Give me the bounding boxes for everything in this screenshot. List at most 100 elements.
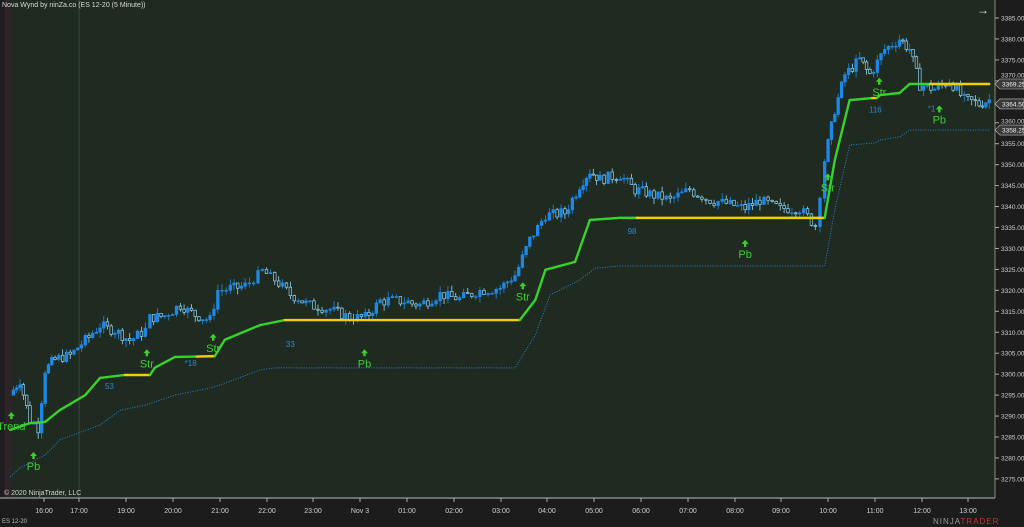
x-tick-label: 13:00 [959, 508, 977, 515]
candle-body [858, 57, 862, 60]
candle-body [87, 335, 91, 338]
candle-body [591, 173, 595, 176]
candle [18, 379, 22, 392]
candle [61, 349, 65, 364]
candle [288, 281, 293, 300]
candle-body [980, 105, 985, 108]
candle [547, 208, 551, 221]
candle [708, 199, 712, 205]
candle-body [528, 236, 532, 247]
count-label: 53 [105, 382, 114, 391]
y-tick-label: 3380.00 [1001, 36, 1024, 43]
candle-body [901, 39, 905, 42]
candle-body [462, 292, 466, 299]
candle [450, 285, 454, 297]
signal-label: Str [821, 182, 835, 194]
candle-body [236, 282, 240, 289]
candle-body [782, 205, 786, 209]
candle [264, 267, 269, 274]
candle-body [644, 186, 648, 197]
candle-body [128, 338, 132, 341]
candle-body [570, 197, 574, 211]
price-tag-box [994, 98, 1024, 110]
candle [159, 313, 163, 319]
candle [614, 177, 618, 184]
candle [551, 204, 555, 219]
trend-line-up-segment [148, 366, 156, 377]
candle [790, 207, 794, 218]
candle [280, 279, 285, 289]
candle [426, 297, 430, 309]
candle-body [247, 282, 252, 285]
trend-line-up-segment [848, 96, 874, 102]
candle [720, 193, 724, 204]
candle [847, 63, 851, 79]
candle-body [868, 68, 872, 74]
candle [798, 210, 802, 217]
x-tick-label: 10:00 [819, 508, 837, 515]
candle-body [977, 100, 981, 107]
candle-body [664, 195, 668, 200]
candle-body [197, 316, 201, 322]
candle-body [798, 212, 802, 215]
candle [292, 294, 296, 304]
arrow-right-icon[interactable]: → [977, 3, 989, 17]
trend-line-up-segment [153, 355, 177, 370]
y-tick-label: 3290.00 [1001, 414, 1024, 421]
candle [256, 266, 260, 284]
candle [336, 302, 340, 311]
candle [57, 353, 61, 362]
candle-body [256, 270, 260, 284]
candle [462, 288, 466, 299]
signal-label: Str [140, 358, 154, 370]
candle [398, 296, 403, 307]
candle-body [502, 282, 506, 289]
candle [79, 340, 84, 353]
candle-body [124, 338, 128, 341]
x-tick-label: 09:00 [772, 508, 790, 515]
candle-body [113, 332, 117, 335]
candle [566, 204, 571, 218]
candle-body [766, 196, 770, 201]
candle [152, 314, 156, 326]
candle-body [684, 188, 688, 193]
y-tick-label: 3320.00 [1001, 288, 1024, 295]
candle [656, 191, 660, 201]
candle-body [264, 269, 269, 274]
candle-body [268, 272, 273, 274]
candle [901, 38, 905, 44]
candle [324, 308, 328, 317]
candle [640, 181, 645, 190]
candle [498, 285, 502, 295]
candle-body [633, 184, 637, 195]
plot-area[interactable] [0, 0, 995, 498]
instrument-label: ES 12-20 [2, 519, 28, 525]
candle [980, 100, 985, 109]
x-tick-label: 07:00 [679, 508, 697, 515]
candle [273, 271, 277, 286]
candle-body [148, 314, 152, 329]
candle [871, 70, 876, 78]
candle [854, 54, 858, 78]
signal-label: Pb [358, 358, 371, 370]
candle [64, 349, 69, 364]
trend-line-up-segment [98, 373, 127, 380]
candle-body [430, 303, 434, 307]
candle-body [883, 49, 887, 54]
candle-body [324, 309, 328, 313]
candle-body [288, 286, 293, 296]
x-tick-label: 06:00 [632, 508, 650, 515]
candle [818, 196, 822, 233]
candle-body [414, 303, 418, 307]
candle-body [371, 313, 375, 316]
candle [668, 192, 672, 204]
x-tick-label: 19:00 [117, 508, 135, 515]
candle-body [243, 282, 247, 287]
signal-label: Str [206, 343, 220, 355]
candle [660, 186, 664, 206]
candle [139, 326, 144, 341]
candle-body [442, 292, 446, 300]
candle-body [312, 300, 316, 310]
candle-body [220, 290, 224, 292]
